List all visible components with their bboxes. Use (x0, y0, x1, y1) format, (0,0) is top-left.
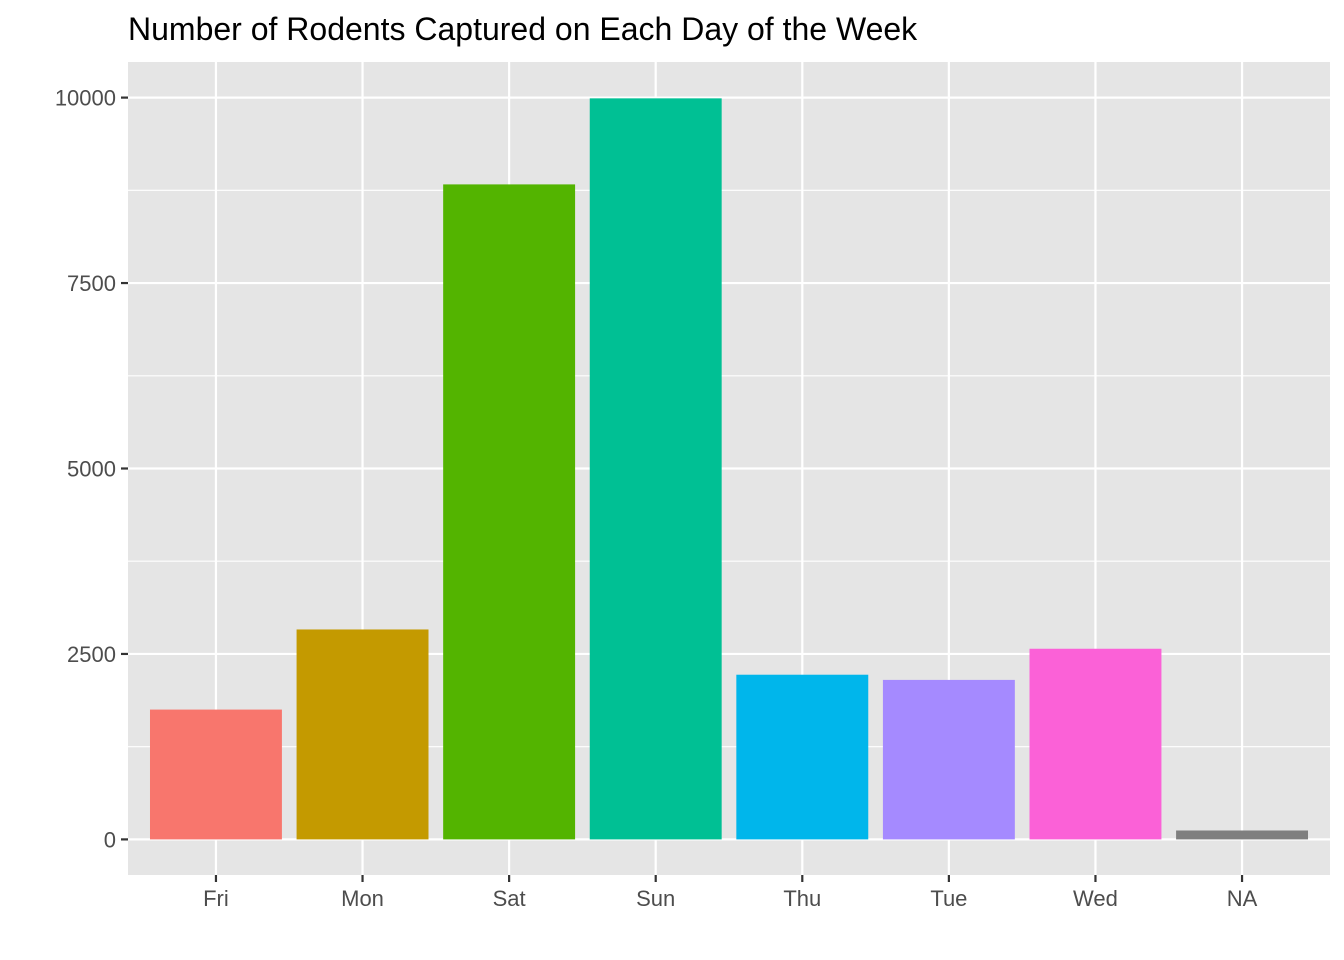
x-tick-label: Sat (493, 886, 526, 911)
bar-sun (589, 98, 722, 840)
bar-na (1176, 830, 1309, 840)
y-axis: 0 2500 5000 7500 10000 (55, 86, 128, 852)
x-tick-label: Tue (930, 886, 967, 911)
bars (149, 98, 1309, 840)
y-tick-label: 0 (104, 827, 116, 852)
bar-wed (1029, 648, 1162, 840)
y-tick-label: 7500 (67, 271, 116, 296)
y-tick-label: 5000 (67, 457, 116, 482)
y-tick-label: 2500 (67, 642, 116, 667)
y-tick-label: 10000 (55, 86, 116, 111)
x-tick-label: NA (1227, 886, 1258, 911)
bar-sat (443, 184, 576, 840)
bar-tue (882, 679, 1015, 840)
x-tick-label: Mon (341, 886, 384, 911)
bar-thu (736, 674, 869, 840)
x-tick-label: Sun (636, 886, 675, 911)
bar-fri (149, 709, 282, 840)
x-axis: Fri Mon Sat Sun Thu Tue Wed NA (203, 875, 1258, 911)
bar-mon (296, 629, 429, 840)
x-tick-label: Fri (203, 886, 229, 911)
x-tick-label: Wed (1073, 886, 1118, 911)
chart-title: Number of Rodents Captured on Each Day o… (128, 11, 918, 47)
x-tick-label: Thu (783, 886, 821, 911)
